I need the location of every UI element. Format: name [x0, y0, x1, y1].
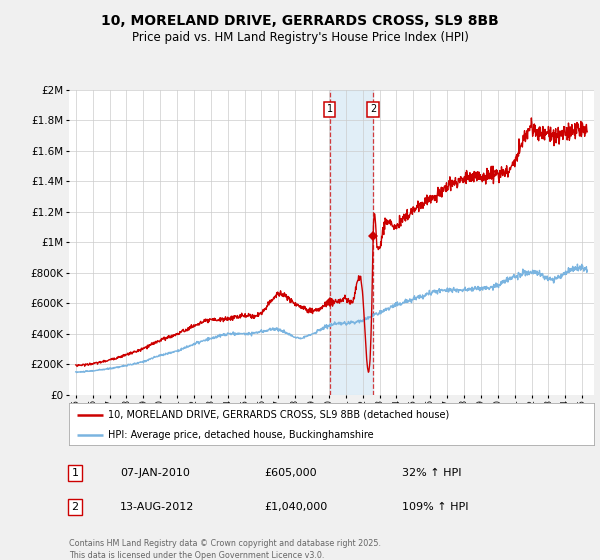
Text: 2: 2 [71, 502, 79, 512]
Text: 07-JAN-2010: 07-JAN-2010 [120, 468, 190, 478]
Text: 109% ↑ HPI: 109% ↑ HPI [402, 502, 469, 512]
Text: Contains HM Land Registry data © Crown copyright and database right 2025.
This d: Contains HM Land Registry data © Crown c… [69, 539, 381, 559]
Bar [329, 90, 373, 395]
Text: 1: 1 [326, 104, 333, 114]
Text: 1: 1 [71, 468, 79, 478]
Text: £1,040,000: £1,040,000 [264, 502, 327, 512]
Text: £605,000: £605,000 [264, 468, 317, 478]
Text: 32% ↑ HPI: 32% ↑ HPI [402, 468, 461, 478]
Text: Price paid vs. HM Land Registry's House Price Index (HPI): Price paid vs. HM Land Registry's House … [131, 31, 469, 44]
Text: 2: 2 [370, 104, 376, 114]
Text: 10, MORELAND DRIVE, GERRARDS CROSS, SL9 8BB: 10, MORELAND DRIVE, GERRARDS CROSS, SL9 … [101, 14, 499, 28]
Text: 10, MORELAND DRIVE, GERRARDS CROSS, SL9 8BB (detached house): 10, MORELAND DRIVE, GERRARDS CROSS, SL9 … [109, 410, 449, 420]
Text: 13-AUG-2012: 13-AUG-2012 [120, 502, 194, 512]
Text: HPI: Average price, detached house, Buckinghamshire: HPI: Average price, detached house, Buck… [109, 430, 374, 440]
